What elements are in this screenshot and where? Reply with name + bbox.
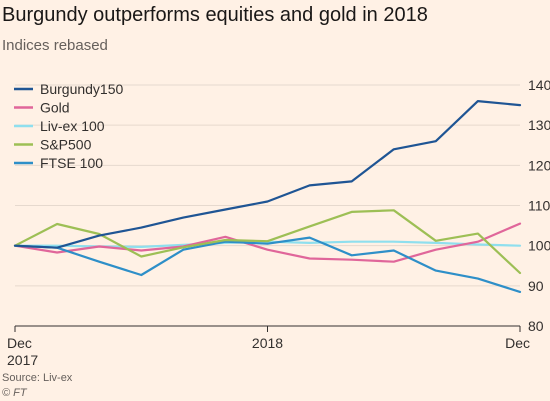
source-note: Source: Liv-ex <box>2 372 73 384</box>
legend-label-s-p500: S&P500 <box>40 137 92 153</box>
series-line-s-p500 <box>13 209 522 275</box>
y-tick-label-110: 110 <box>528 198 550 214</box>
x-tick-label-2: Dec <box>505 335 530 351</box>
series-line-ftse-100 <box>13 236 522 293</box>
chart-subtitle: Indices rebased <box>2 37 108 54</box>
y-tick-label-130: 130 <box>528 117 550 133</box>
legend-label-ftse-100: FTSE 100 <box>40 155 103 171</box>
legend: Burgundy150 Gold Liv-ex 100 S&P500 FTSE 100 <box>14 81 124 171</box>
copyright-note: © FT <box>2 387 27 399</box>
x-tick-sublabel-0: 2017 <box>7 352 38 368</box>
legend-label-gold: Gold <box>40 100 70 116</box>
series-lines <box>13 99 522 293</box>
x-tick-label-0: Dec <box>7 335 32 351</box>
y-tick-labels: 80 90 100 110 120 130 140 <box>528 77 550 334</box>
legend-label-burgundy150: Burgundy150 <box>40 81 124 97</box>
y-tick-label-80: 80 <box>528 318 544 334</box>
legend-label-liv-ex-100: Liv-ex 100 <box>40 118 105 134</box>
series-line-gold <box>13 222 522 263</box>
y-tick-label-140: 140 <box>528 77 550 93</box>
y-tick-label-120: 120 <box>528 157 550 173</box>
chart-title: Burgundy outperforms equities and gold i… <box>2 4 428 26</box>
x-tick-label-1: 2018 <box>252 335 283 351</box>
y-tick-label-90: 90 <box>528 278 544 294</box>
y-tick-label-100: 100 <box>528 238 550 254</box>
series-line-burgundy150 <box>13 99 522 249</box>
